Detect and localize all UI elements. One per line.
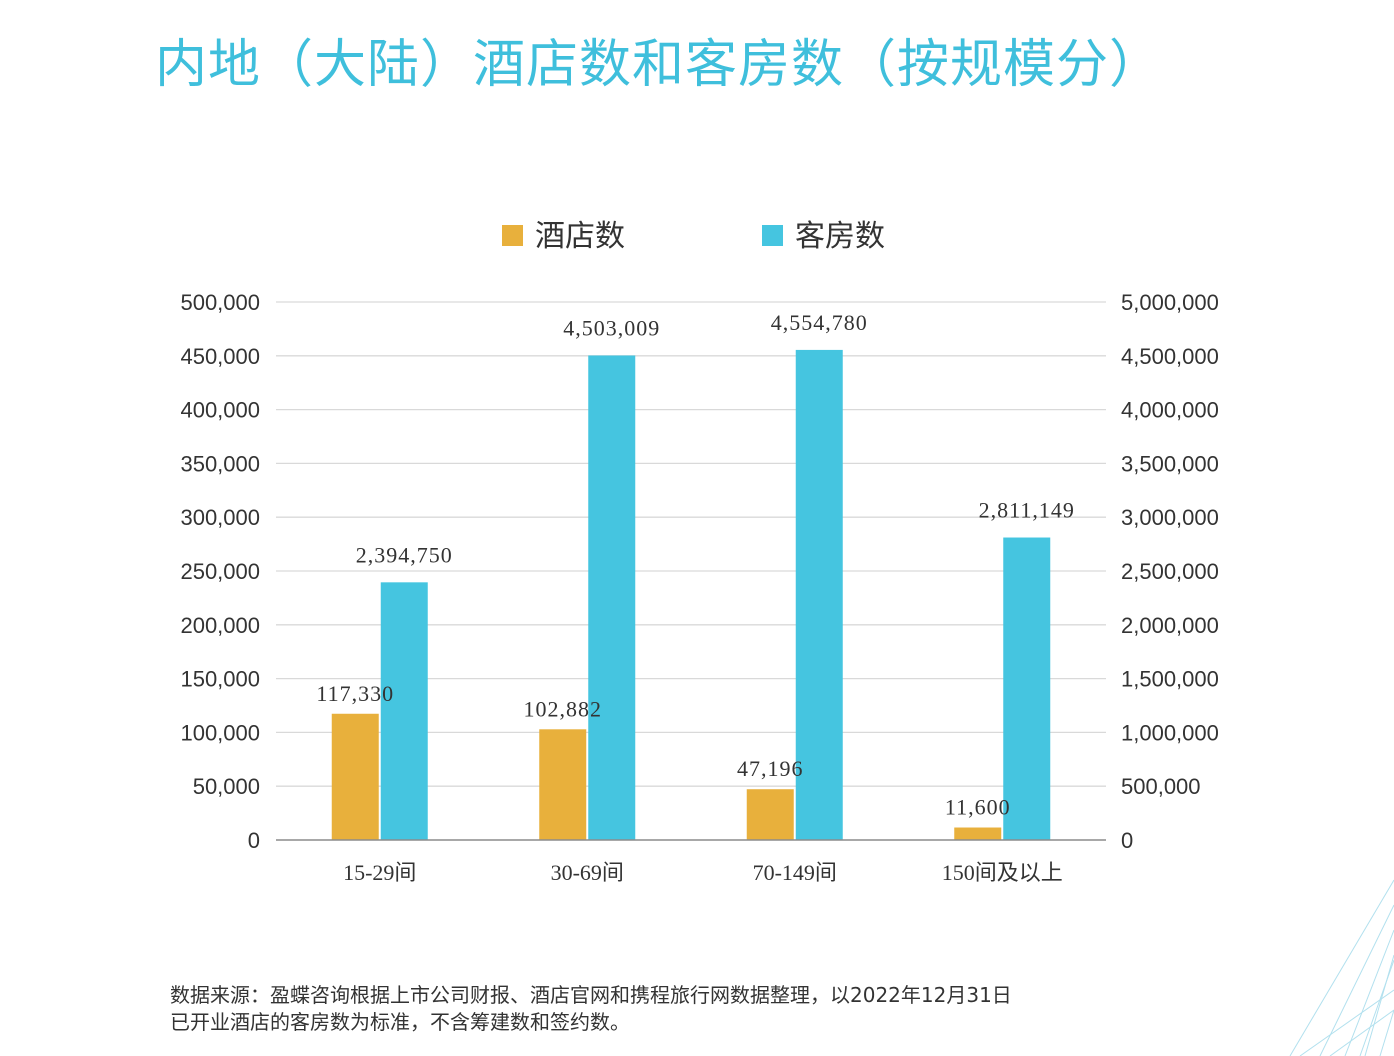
y-left-tick-label: 50,000 xyxy=(193,774,260,799)
y-left-tick-label: 0 xyxy=(248,828,260,853)
y-right-tick-label: 0 xyxy=(1121,828,1133,853)
bar-hotels xyxy=(746,789,794,840)
data-label-hotels: 102,882 xyxy=(524,696,603,721)
bar-rooms xyxy=(588,355,636,840)
y-left-tick-label: 250,000 xyxy=(180,559,260,584)
y-left-tick-label: 200,000 xyxy=(180,613,260,638)
legend: 酒店数 客房数 xyxy=(502,220,885,253)
data-label-rooms: 4,554,780 xyxy=(771,310,868,335)
data-labels: 117,330 2,394,750 102,882 4,503,009 47,196 4,… xyxy=(316,310,1075,820)
x-tick-label: 150间及以上 xyxy=(942,860,1063,885)
y-right-tick-label: 4,000,000 xyxy=(1121,398,1219,423)
data-label-hotels: 117,330 xyxy=(316,681,394,706)
legend-swatch-rooms xyxy=(762,225,783,246)
y-right-tick-label: 4,500,000 xyxy=(1121,344,1219,369)
y-left-tick-label: 100,000 xyxy=(180,720,260,745)
y-right-tick-label: 1,000,000 xyxy=(1121,720,1219,745)
y-right-tick-label: 3,000,000 xyxy=(1121,505,1219,530)
bar-hotels xyxy=(539,729,587,840)
y-left-tick-label: 300,000 xyxy=(180,505,260,530)
data-label-rooms: 2,811,149 xyxy=(979,498,1075,523)
bar-hotels xyxy=(331,713,379,840)
y-right-tick-label: 5,000,000 xyxy=(1121,290,1219,315)
y-right-tick-label: 3,500,000 xyxy=(1121,451,1219,476)
page-title: 内地（大陆）酒店数和客房数（按规模分） xyxy=(155,35,1163,95)
y-left-tick-label: 350,000 xyxy=(180,451,260,476)
data-label-hotels: 47,196 xyxy=(737,756,804,781)
data-label-rooms: 4,503,009 xyxy=(563,315,660,340)
y-left-tick-label: 450,000 xyxy=(180,344,260,369)
y-right-tick-label: 500,000 xyxy=(1121,774,1201,799)
data-label-rooms: 2,394,750 xyxy=(356,542,453,567)
y-left-tick-label: 500,000 xyxy=(180,290,260,315)
bar-rooms xyxy=(380,582,428,840)
legend-swatch-hotels xyxy=(502,225,523,246)
data-label-hotels: 11,600 xyxy=(945,795,1011,820)
bar-hotels xyxy=(954,827,1002,840)
source-line-2: 已开业酒店的客房数为标准，不含筹建数和签约数。 xyxy=(170,1010,630,1034)
x-tick-label: 70-149间 xyxy=(753,860,837,885)
y-right-tick-label: 2,500,000 xyxy=(1121,559,1219,584)
source-note: 数据来源：盈蝶咨询根据上市公司财报、酒店官网和携程旅行网数据整理，以2022年1… xyxy=(170,982,1190,1036)
x-tick-label: 30-69间 xyxy=(551,860,624,885)
y-left-tick-label: 400,000 xyxy=(180,398,260,423)
x-tick-label: 15-29间 xyxy=(343,860,416,885)
y-left-tick-label: 150,000 xyxy=(180,667,260,692)
bars xyxy=(331,349,1051,840)
source-line-1: 数据来源：盈蝶咨询根据上市公司财报、酒店官网和携程旅行网数据整理，以2022年1… xyxy=(170,983,1012,1007)
y-right-tick-label: 1,500,000 xyxy=(1121,667,1219,692)
legend-label-rooms: 客房数 xyxy=(795,220,885,253)
bar-rooms xyxy=(795,349,843,840)
y-right-tick-label: 2,000,000 xyxy=(1121,613,1219,638)
bar-rooms xyxy=(1003,537,1051,840)
legend-label-hotels: 酒店数 xyxy=(535,220,625,253)
axes: 0 0 50,000 500,000 100,000 1,000,000 150,000 1,… xyxy=(180,290,1218,885)
